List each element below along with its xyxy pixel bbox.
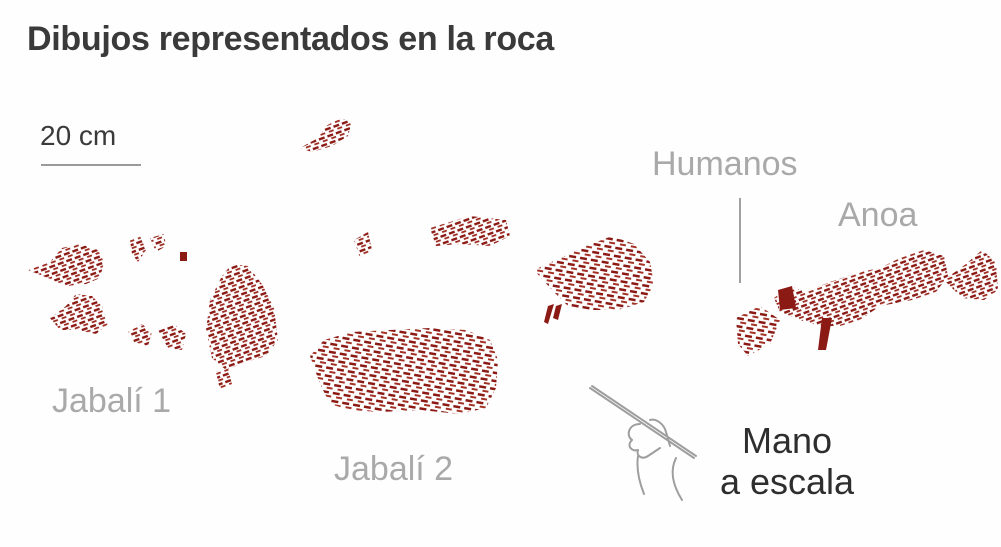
hand-scale-caption: Mano a escala: [712, 420, 862, 502]
page-title: Dibujos representados en la roca: [27, 20, 555, 58]
label-humanos: Humanos: [652, 145, 798, 183]
scale-label: 20 cm: [40, 120, 117, 151]
jabali-2-drawing: [310, 216, 510, 414]
humanos-leader-line: [739, 198, 741, 283]
anoa-drawing: [736, 250, 998, 356]
hand-caption-line2: a escala: [719, 461, 855, 502]
humanos-drawing: [534, 236, 654, 324]
fragment-top: [300, 118, 352, 152]
hand-caption-line1: Mano: [741, 420, 833, 461]
jabali-1-drawing: [28, 234, 278, 390]
label-anoa: Anoa: [838, 196, 918, 234]
label-jabali-2: Jabalí 2: [334, 450, 454, 488]
label-jabali-1: Jabalí 1: [52, 382, 172, 420]
scale-bar: [41, 164, 141, 166]
hand-pencil-icon: [589, 385, 697, 501]
